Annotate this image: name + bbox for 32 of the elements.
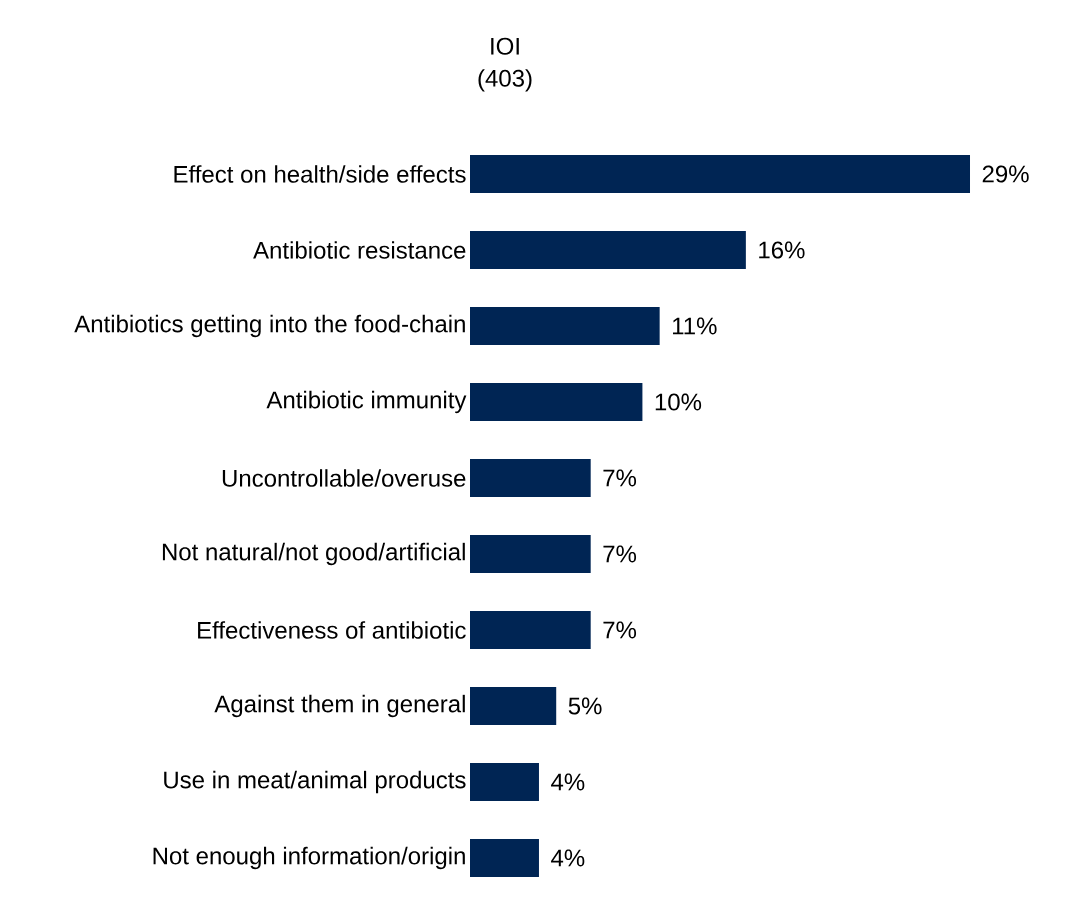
y-tick-label: Not natural/not good/artificial: [162, 542, 465, 566]
bar: [470, 155, 970, 193]
data-label: 7%: [603, 621, 637, 639]
y-tick-label: Against them in general: [214, 694, 465, 718]
bar: [470, 307, 660, 345]
data-label: 29%: [982, 165, 1029, 183]
data-label: 7%: [603, 469, 637, 487]
bar: [470, 687, 557, 726]
y-tick-label: Use in meat/animal products: [164, 770, 466, 794]
data-label: 5%: [568, 697, 602, 715]
y-tick-label: Not enough information/origin: [153, 846, 465, 870]
data-label: 16%: [759, 241, 805, 259]
bar: [470, 763, 539, 802]
data-label: 10%: [655, 393, 702, 411]
bar: [470, 459, 591, 497]
y-tick-label: Antibiotic resistance: [253, 241, 466, 259]
bar: [470, 231, 746, 269]
bar: [470, 611, 591, 650]
chart-subtitle: (403): [478, 69, 532, 92]
data-label: 11%: [673, 317, 717, 335]
chart-title: IOI: [491, 37, 519, 55]
data-label: 4%: [551, 773, 585, 791]
y-tick-label: Effect on health/side effects: [174, 165, 466, 183]
y-tick-label: Effectiveness of antibiotic: [198, 621, 466, 639]
bar: [470, 383, 643, 421]
bar: [470, 535, 591, 574]
data-label: 7%: [603, 545, 637, 563]
y-tick-label: Antibiotic immunity: [266, 390, 467, 414]
y-tick-label: Antibiotics getting into the food-chain: [74, 314, 465, 338]
y-tick-label: Uncontrollable/overuse: [222, 469, 466, 487]
data-label: 4%: [551, 849, 585, 867]
bar: [470, 839, 539, 878]
